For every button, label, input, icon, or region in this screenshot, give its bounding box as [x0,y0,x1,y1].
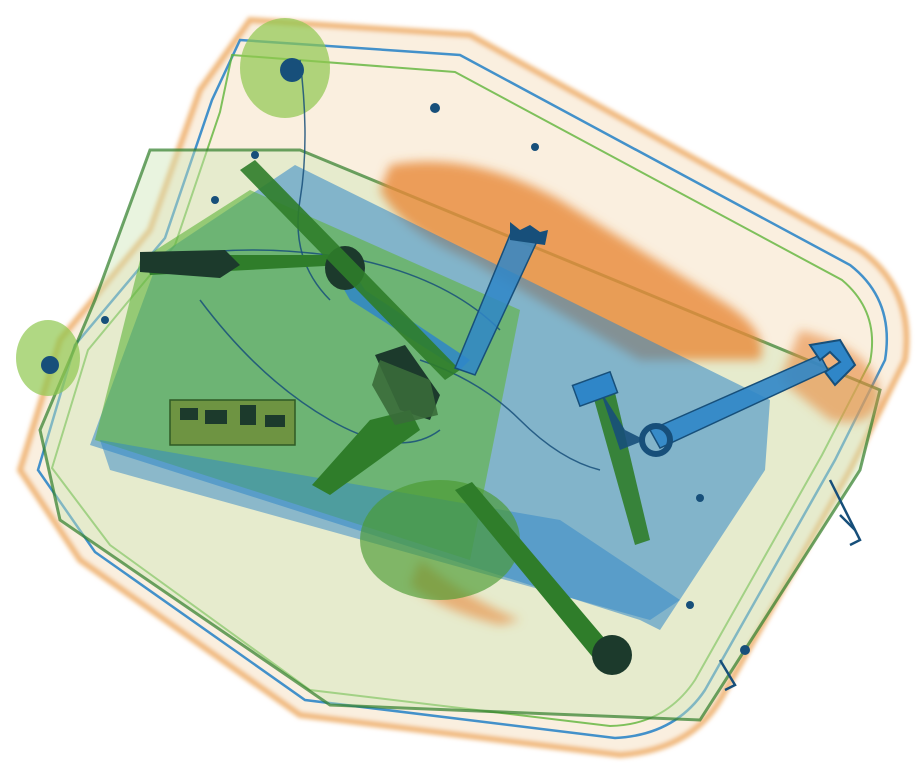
chip [265,415,285,427]
clamp-tool [571,370,650,545]
spanner-bar [240,160,460,380]
handgun [312,345,440,495]
wheel-hub [41,356,59,374]
open-end-wrench [454,222,548,376]
chip [180,408,198,420]
fastener [101,316,109,324]
wheel-hub [280,58,304,82]
circuit-board [169,399,296,446]
spanner-open-end [808,338,857,387]
clamp-arm [600,390,645,450]
chip [240,405,256,425]
handle-bracket [718,479,862,692]
clamp-arm [590,380,650,545]
bracket [718,659,737,692]
pliers-handle [330,250,470,370]
fastener [430,103,440,113]
ratchet-head [592,635,632,675]
fastener [251,151,259,159]
fastener [211,196,219,204]
fastener [740,645,750,655]
chip [205,410,227,424]
clamp-body [571,370,619,408]
clothing-mass [380,161,762,360]
handgun-body [372,360,438,425]
fastener [686,601,694,609]
bracket [839,514,856,531]
green-blob [360,480,520,600]
pliers-jaw [140,250,240,278]
pliers [140,246,470,370]
wheels [16,18,330,396]
cable [297,59,331,301]
cable [199,299,441,444]
ratchet-wrench [455,482,632,675]
wrench-head [510,222,548,245]
ratchet-shaft [455,482,610,660]
handgun-grip [312,410,420,495]
bracket [828,479,862,547]
fastener [531,143,539,151]
fastener [696,494,704,502]
spanner [639,338,857,457]
fasteners [101,103,750,655]
